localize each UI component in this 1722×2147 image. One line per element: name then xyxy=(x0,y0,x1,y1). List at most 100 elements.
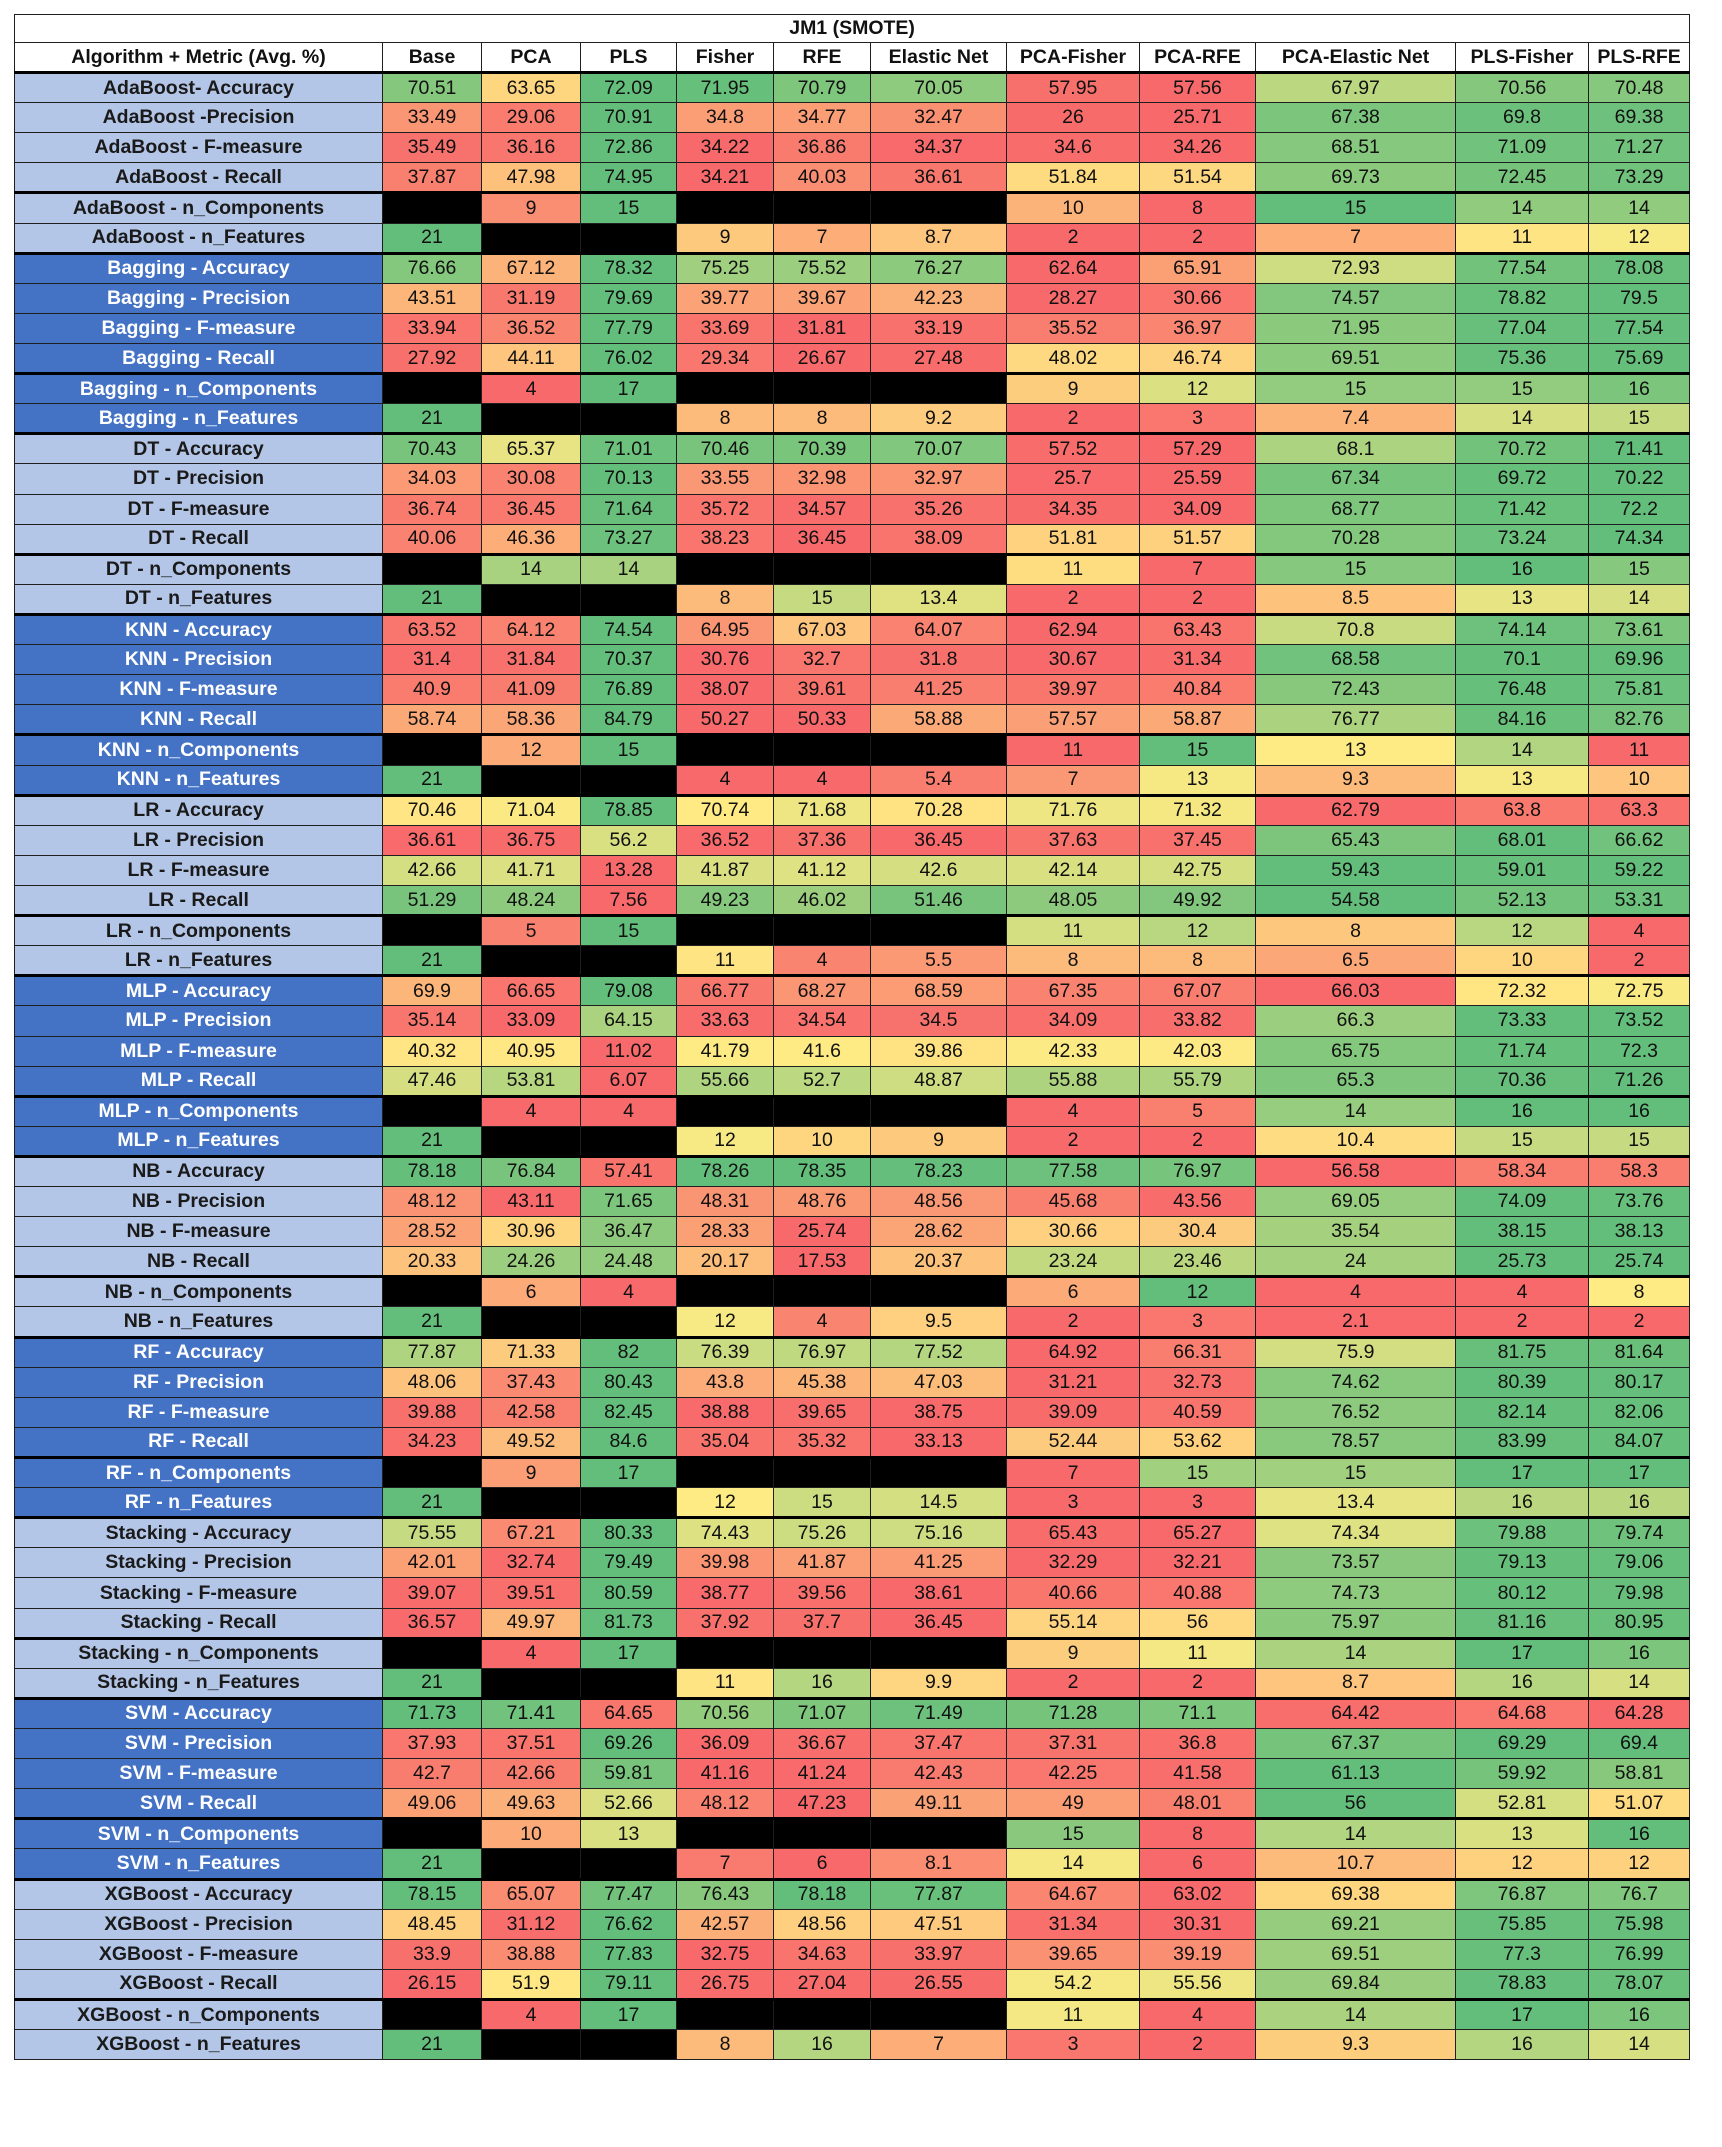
value-cell: 17 xyxy=(580,1456,677,1489)
value-cell: 33.55 xyxy=(676,463,774,495)
value-cell: 17 xyxy=(580,1636,677,1669)
table-row: NB - F-measure 28.52 30.96 36.47 28.33 25.74 2… xyxy=(14,1216,1691,1248)
row-label: Stacking - n_Components xyxy=(14,1636,383,1669)
value-cell: 41.09 xyxy=(481,674,581,706)
value-cell: 30.66 xyxy=(1006,1216,1140,1248)
value-cell: 4 xyxy=(1255,1275,1456,1308)
value-cell: 56.2 xyxy=(580,824,677,856)
value-cell: 37.92 xyxy=(676,1607,774,1639)
value-cell: 71.07 xyxy=(773,1696,871,1730)
value-cell: 2 xyxy=(1006,1667,1140,1699)
column-header: RFE xyxy=(773,42,871,73)
value-cell: 13 xyxy=(1455,764,1589,796)
value-cell: 69.26 xyxy=(580,1728,677,1760)
value-cell: 8.7 xyxy=(1255,1667,1456,1699)
value-cell: 34.6 xyxy=(1006,132,1140,164)
value-cell: 52.13 xyxy=(1455,884,1589,917)
value-cell: 36.16 xyxy=(481,132,581,164)
table-row: XGBoost - Precision 48.45 31.12 76.62 42.57 4… xyxy=(14,1908,1691,1940)
value-cell: 5 xyxy=(1139,1094,1256,1127)
value-cell: 50.27 xyxy=(676,704,774,736)
value-cell: 40.06 xyxy=(382,523,482,555)
value-cell: 7 xyxy=(1139,552,1256,585)
row-label: RF - n_Features xyxy=(14,1487,383,1519)
value-cell: 33.94 xyxy=(382,312,482,344)
table-row: RF - n_Components 9 17 7 15 15 17 17 xyxy=(14,1456,1691,1489)
value-cell: 79.88 xyxy=(1455,1516,1589,1549)
value-cell: 4 xyxy=(773,1306,871,1338)
table-row: Stacking - n_Components 4 17 9 11 14 17 16 xyxy=(14,1636,1691,1669)
value-cell: 75.16 xyxy=(870,1516,1007,1549)
value-cell: 42.01 xyxy=(382,1547,482,1579)
table-row: DT - Precision 34.03 30.08 70.13 33.55 32.98 3… xyxy=(14,463,1691,495)
row-label: NB - Recall xyxy=(14,1246,383,1278)
value-cell: 39.09 xyxy=(1006,1396,1140,1428)
table-row: AdaBoost - F-measure 35.49 36.16 72.86 34.22… xyxy=(14,132,1691,164)
value-cell: 15 xyxy=(1006,1817,1140,1850)
value-cell: 59.01 xyxy=(1455,854,1589,886)
value-cell: 67.35 xyxy=(1006,974,1140,1007)
empty-cell xyxy=(382,1275,482,1308)
value-cell: 47.51 xyxy=(870,1908,1007,1940)
empty-cell xyxy=(676,191,774,224)
value-cell: 4 xyxy=(773,764,871,796)
value-cell: 69.21 xyxy=(1255,1908,1456,1940)
empty-cell xyxy=(580,945,677,977)
value-cell: 9.9 xyxy=(870,1667,1007,1699)
column-header: PCA-RFE xyxy=(1139,42,1256,73)
value-cell: 4 xyxy=(481,372,581,405)
empty-cell xyxy=(481,1306,581,1338)
table-row: AdaBoost -Precision 33.49 29.06 70.91 34.8 34… xyxy=(14,102,1691,134)
value-cell: 79.13 xyxy=(1455,1547,1589,1579)
value-cell: 71.32 xyxy=(1139,793,1256,826)
value-cell: 47.46 xyxy=(382,1065,482,1097)
value-cell: 81.64 xyxy=(1587,1335,1691,1368)
value-cell: 68.59 xyxy=(870,974,1007,1007)
value-cell: 15 xyxy=(1255,552,1456,585)
empty-cell xyxy=(382,552,482,585)
value-cell: 35.52 xyxy=(1006,312,1140,344)
value-cell: 35.72 xyxy=(676,493,774,525)
empty-cell xyxy=(773,1456,871,1489)
table-row: RF - F-measure 39.88 42.58 82.45 38.88 39.65 3… xyxy=(14,1396,1691,1428)
column-header: PCA xyxy=(481,42,581,73)
value-cell: 36.75 xyxy=(481,824,581,856)
value-cell: 16 xyxy=(1455,552,1589,585)
value-cell: 13 xyxy=(580,1817,677,1850)
value-cell: 38.75 xyxy=(870,1396,1007,1428)
table-row: SVM - n_Features 21 7 6 8.1 14 6 10.7 12 12 xyxy=(14,1848,1691,1880)
empty-cell xyxy=(481,222,581,254)
empty-cell xyxy=(676,1997,774,2031)
value-cell: 34.8 xyxy=(676,102,774,134)
value-cell: 8 xyxy=(1255,914,1456,947)
value-cell: 15 xyxy=(1139,733,1256,766)
value-cell: 80.12 xyxy=(1455,1577,1589,1609)
value-cell: 30.67 xyxy=(1006,644,1140,676)
row-label: Bagging - Recall xyxy=(14,342,383,375)
value-cell: 75.69 xyxy=(1587,342,1691,375)
value-cell: 13 xyxy=(1255,733,1456,766)
value-cell: 72.45 xyxy=(1455,162,1589,194)
value-cell: 39.56 xyxy=(773,1577,871,1609)
row-label: SVM - Recall xyxy=(14,1788,383,1820)
value-cell: 58.88 xyxy=(870,704,1007,736)
value-cell: 33.63 xyxy=(676,1005,774,1037)
value-cell: 36.52 xyxy=(676,824,774,856)
value-cell: 33.69 xyxy=(676,312,774,344)
value-cell: 15 xyxy=(1587,403,1691,435)
value-cell: 15 xyxy=(580,733,677,766)
value-cell: 84.07 xyxy=(1587,1426,1691,1459)
value-cell: 41.24 xyxy=(773,1758,871,1790)
value-cell: 14 xyxy=(580,552,677,585)
value-cell: 34.21 xyxy=(676,162,774,194)
value-cell: 67.37 xyxy=(1255,1728,1456,1760)
value-cell: 70.36 xyxy=(1455,1065,1589,1097)
value-cell: 75.36 xyxy=(1455,342,1589,375)
value-cell: 79.5 xyxy=(1587,282,1691,314)
value-cell: 36.74 xyxy=(382,493,482,525)
value-cell: 72.75 xyxy=(1587,974,1691,1007)
value-cell: 71.33 xyxy=(481,1335,581,1368)
value-cell: 7 xyxy=(676,1848,774,1880)
value-cell: 28.27 xyxy=(1006,282,1140,314)
table-row: MLP - n_Components 4 4 4 5 14 16 16 xyxy=(14,1094,1691,1127)
